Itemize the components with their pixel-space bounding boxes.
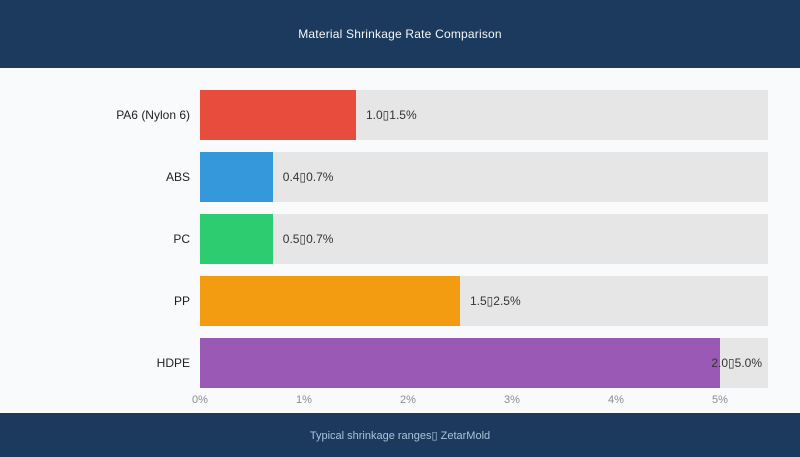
bar-row: ABS 0.4▯0.7% — [0, 152, 800, 202]
bar-track: 2.0▯5.0% — [200, 338, 768, 388]
bar-value-label: 0.5▯0.7% — [282, 232, 334, 246]
x-tick-label: 0% — [192, 394, 208, 406]
bar-value-label: 1.5▯2.5% — [470, 294, 521, 308]
bar-fill — [200, 90, 356, 140]
category-label: ABS — [165, 170, 190, 184]
chart-caption: Typical shrinkage ranges▯ ZetarMold — [309, 429, 491, 442]
bar-value-label: 0.4▯0.7% — [282, 170, 334, 184]
x-tick-label: 5% — [712, 394, 728, 406]
bar-row: PA6 (Nylon 6) 1.0▯1.5% — [0, 90, 800, 140]
x-tick-label: 3% — [504, 394, 520, 406]
category-label: PC — [173, 232, 190, 246]
category-label: PP — [173, 294, 190, 308]
bar-row: PP 1.5▯2.5% — [0, 276, 800, 326]
bar-row: HDPE 2.0▯5.0% — [0, 338, 800, 388]
bar-fill — [200, 276, 460, 326]
x-axis: 0% 1% 2% 3% 4% 5% — [192, 388, 768, 413]
x-tick-label: 2% — [400, 394, 416, 406]
bar-value-label: 1.0▯1.5% — [366, 108, 417, 122]
bar-track: 1.5▯2.5% — [200, 276, 768, 326]
bar-fill — [200, 338, 720, 388]
title-bar: Material Shrinkage Rate Comparison — [0, 0, 800, 68]
category-label: HDPE — [156, 356, 190, 370]
bar-rows: PA6 (Nylon 6) 1.0▯1.5% ABS 0.4▯0.7% PC 0.5▯0.… — [0, 90, 800, 388]
page-title: Material Shrinkage Rate Comparison — [298, 27, 502, 41]
bar-row: PC 0.5▯0.7% — [0, 214, 800, 264]
bar-value-label: 2.0▯5.0% — [711, 356, 762, 370]
bar-track: 0.4▯0.7% — [200, 152, 768, 202]
x-tick-label: 1% — [296, 394, 312, 406]
bar-track: 0.5▯0.7% — [200, 214, 768, 264]
category-label: PA6 (Nylon 6) — [116, 108, 190, 122]
bar-chart: PA6 (Nylon 6) 1.0▯1.5% ABS 0.4▯0.7% PC 0.5▯0.… — [0, 68, 800, 413]
footer-bar: Typical shrinkage ranges▯ ZetarMold — [0, 413, 800, 457]
bar-fill — [200, 214, 273, 264]
bar-track: 1.0▯1.5% — [200, 90, 768, 140]
bar-fill — [200, 152, 273, 202]
x-tick-label: 4% — [608, 394, 624, 406]
